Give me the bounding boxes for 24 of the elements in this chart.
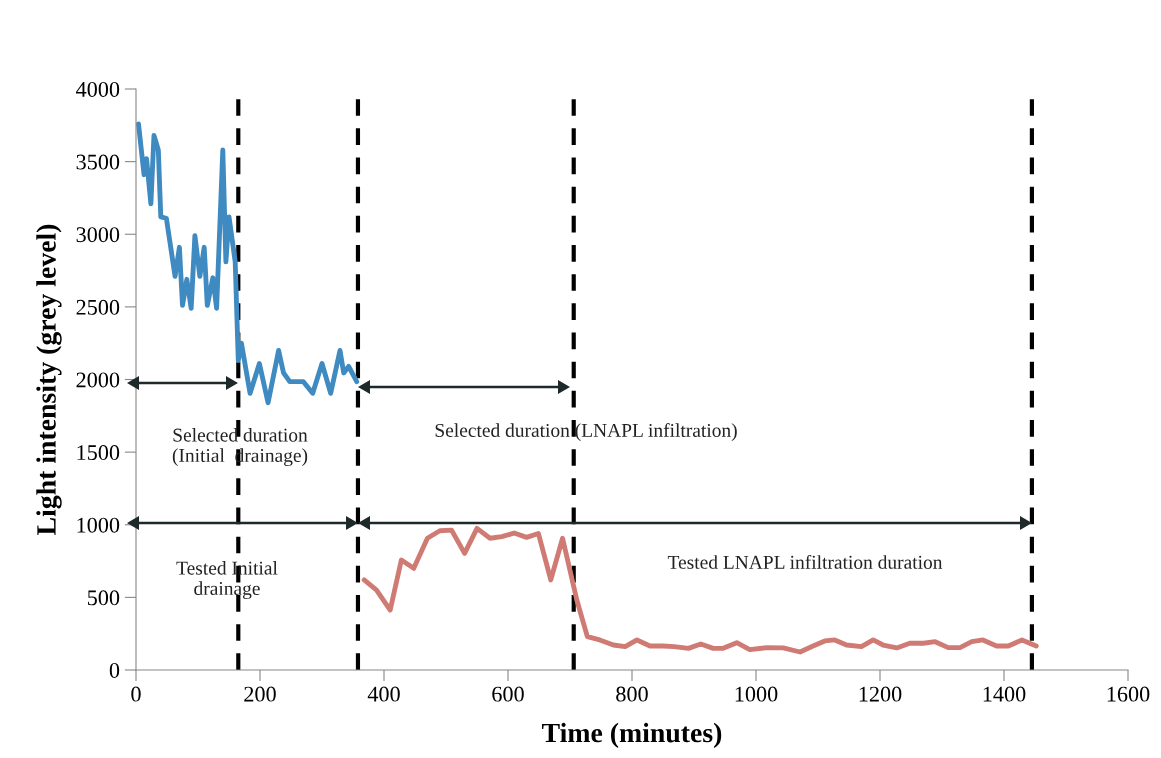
y-axis-title: Light intensity (grey level) (36, 224, 62, 536)
x-tick-label: 1200 (859, 686, 902, 702)
line-series (136, 121, 360, 406)
annotation: Tested Initial drainage (176, 560, 278, 600)
x-tick-label: 800 (616, 686, 648, 702)
y-tick-label: 2000 (76, 372, 120, 388)
y-tick-label: 2500 (76, 299, 120, 315)
y-tick-label: 4000 (76, 81, 120, 97)
y-tick-label: 1000 (77, 517, 120, 533)
y-tick-label: 3500 (76, 154, 120, 170)
y-tick-label: 3000 (76, 227, 120, 243)
line-series (361, 525, 1039, 655)
x-tick-label: 200 (244, 686, 276, 702)
x-tick-label: 0 (131, 686, 141, 702)
y-tick-label: 0 (109, 662, 120, 678)
x-tick-label: 600 (492, 686, 524, 702)
y-tick-label: 1500 (77, 445, 120, 461)
x-tick-label: 1400 (983, 686, 1026, 702)
x-tick-label: 1600 (1107, 686, 1150, 702)
x-tick-label: 1000 (735, 686, 778, 702)
y-tick-label: 500 (87, 590, 120, 606)
x-tick-label: 400 (367, 686, 400, 702)
annotation: Tested LNAPL infiltration duration (667, 554, 943, 569)
x-axis-title: Time (minutes) (542, 722, 722, 748)
